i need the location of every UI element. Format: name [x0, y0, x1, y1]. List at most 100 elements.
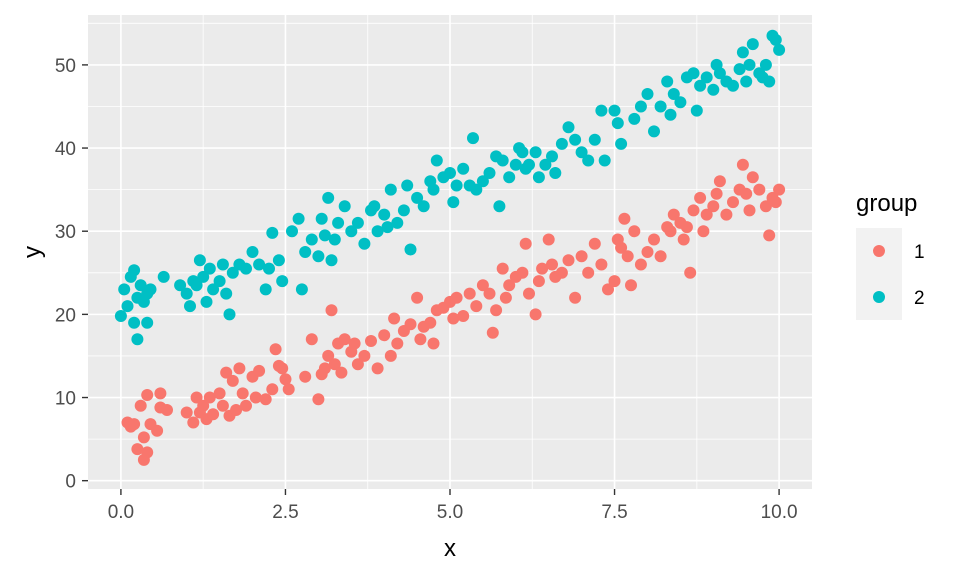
data-point-group-2: [595, 104, 608, 117]
data-point-group-1: [542, 233, 555, 246]
data-point-group-2: [240, 262, 252, 275]
data-point-group-2: [503, 171, 516, 184]
data-point-group-1: [305, 333, 318, 346]
data-point-group-2: [539, 158, 552, 171]
data-point-group-2: [312, 250, 325, 263]
data-point-group-2: [493, 200, 506, 213]
data-point-group-2: [694, 79, 707, 92]
data-point-group-1: [236, 387, 249, 400]
data-point-group-2: [338, 200, 351, 213]
data-point-group-1: [269, 343, 282, 356]
data-point-group-1: [411, 291, 424, 304]
data-point-group-2: [180, 287, 193, 300]
data-point-group-1: [529, 308, 542, 321]
data-point-group-2: [266, 226, 279, 239]
data-point-group-2: [322, 191, 335, 204]
data-point-group-1: [476, 279, 489, 292]
data-point-group-1: [322, 349, 335, 362]
data-point-group-2: [305, 233, 318, 246]
data-point-group-1: [575, 250, 588, 263]
data-point-group-1: [536, 262, 549, 275]
data-point-group-2: [773, 43, 786, 56]
data-point-group-1: [424, 316, 437, 329]
data-points: [114, 29, 786, 466]
data-point-group-1: [282, 383, 295, 396]
data-point-group-2: [391, 216, 404, 229]
data-point-group-1: [427, 337, 440, 350]
data-point-group-2: [299, 246, 312, 258]
x-tick-label: 7.5: [601, 502, 627, 523]
data-point-group-2: [226, 266, 239, 279]
data-point-group-2: [404, 243, 417, 256]
data-point-group-1: [151, 424, 164, 437]
data-point-group-1: [388, 312, 401, 325]
data-point-group-2: [315, 212, 328, 225]
legend: group 1 2: [856, 190, 925, 320]
data-point-group-1: [325, 304, 338, 317]
data-point-group-2: [707, 83, 720, 96]
data-point-group-2: [467, 132, 479, 145]
data-point-group-1: [720, 208, 733, 221]
data-point-group-2: [450, 179, 463, 192]
data-point-group-1: [266, 383, 279, 396]
data-point-group-2: [615, 137, 628, 150]
data-point-group-2: [546, 150, 558, 163]
legend-label-1: 1: [914, 242, 925, 263]
data-point-group-2: [203, 262, 216, 275]
data-point-group-1: [348, 337, 361, 350]
data-point-group-2: [555, 137, 568, 150]
data-point-group-2: [328, 233, 341, 246]
data-point-group-1: [519, 237, 532, 250]
data-point-group-1: [128, 418, 141, 431]
data-point-group-1: [161, 404, 173, 416]
data-point-group-2: [325, 254, 338, 267]
data-point-group-1: [707, 200, 720, 213]
data-point-group-2: [193, 254, 206, 267]
data-point-group-2: [569, 133, 582, 146]
data-point-group-1: [141, 389, 154, 401]
data-point-group-2: [384, 183, 397, 196]
data-point-group-2: [213, 275, 226, 288]
data-point-group-1: [187, 416, 200, 429]
data-point-group-2: [608, 104, 621, 117]
y-tick-label: 0: [65, 472, 76, 493]
data-point-group-1: [203, 391, 216, 404]
data-point-group-1: [378, 329, 391, 342]
data-point-group-1: [736, 158, 749, 171]
data-point-group-2: [246, 246, 259, 258]
data-point-group-1: [654, 250, 667, 263]
data-point-group-2: [582, 154, 595, 167]
data-point-group-1: [621, 250, 634, 263]
data-point-group-1: [276, 362, 289, 375]
data-point-group-1: [230, 404, 243, 416]
legend-key-1-marker: [873, 245, 885, 257]
data-point-group-2: [628, 112, 641, 125]
data-point-group-2: [727, 79, 739, 92]
data-point-group-2: [740, 75, 753, 88]
data-point-group-1: [312, 393, 325, 406]
data-point-group-2: [141, 316, 154, 329]
data-point-group-2: [131, 333, 144, 346]
y-tick-label: 30: [55, 222, 76, 243]
legend-title: group: [856, 190, 917, 217]
data-point-group-2: [674, 96, 687, 109]
x-tick-label: 5.0: [437, 502, 463, 523]
data-point-group-1: [588, 237, 601, 250]
data-point-group-1: [763, 229, 776, 242]
grid-major: [88, 15, 812, 489]
data-point-group-1: [664, 225, 677, 238]
data-point-group-1: [499, 291, 512, 304]
data-point-group-2: [654, 100, 667, 113]
data-point-group-2: [529, 146, 542, 159]
data-point-group-1: [137, 431, 150, 444]
data-point-group-2: [220, 287, 233, 300]
data-point-group-1: [618, 212, 631, 225]
data-point-group-2: [746, 38, 759, 51]
data-point-group-2: [368, 200, 381, 213]
data-point-group-1: [180, 406, 193, 419]
data-point-group-1: [713, 175, 726, 188]
data-point-group-1: [391, 337, 404, 350]
data-point-group-1: [220, 366, 233, 379]
data-point-group-1: [233, 362, 246, 375]
